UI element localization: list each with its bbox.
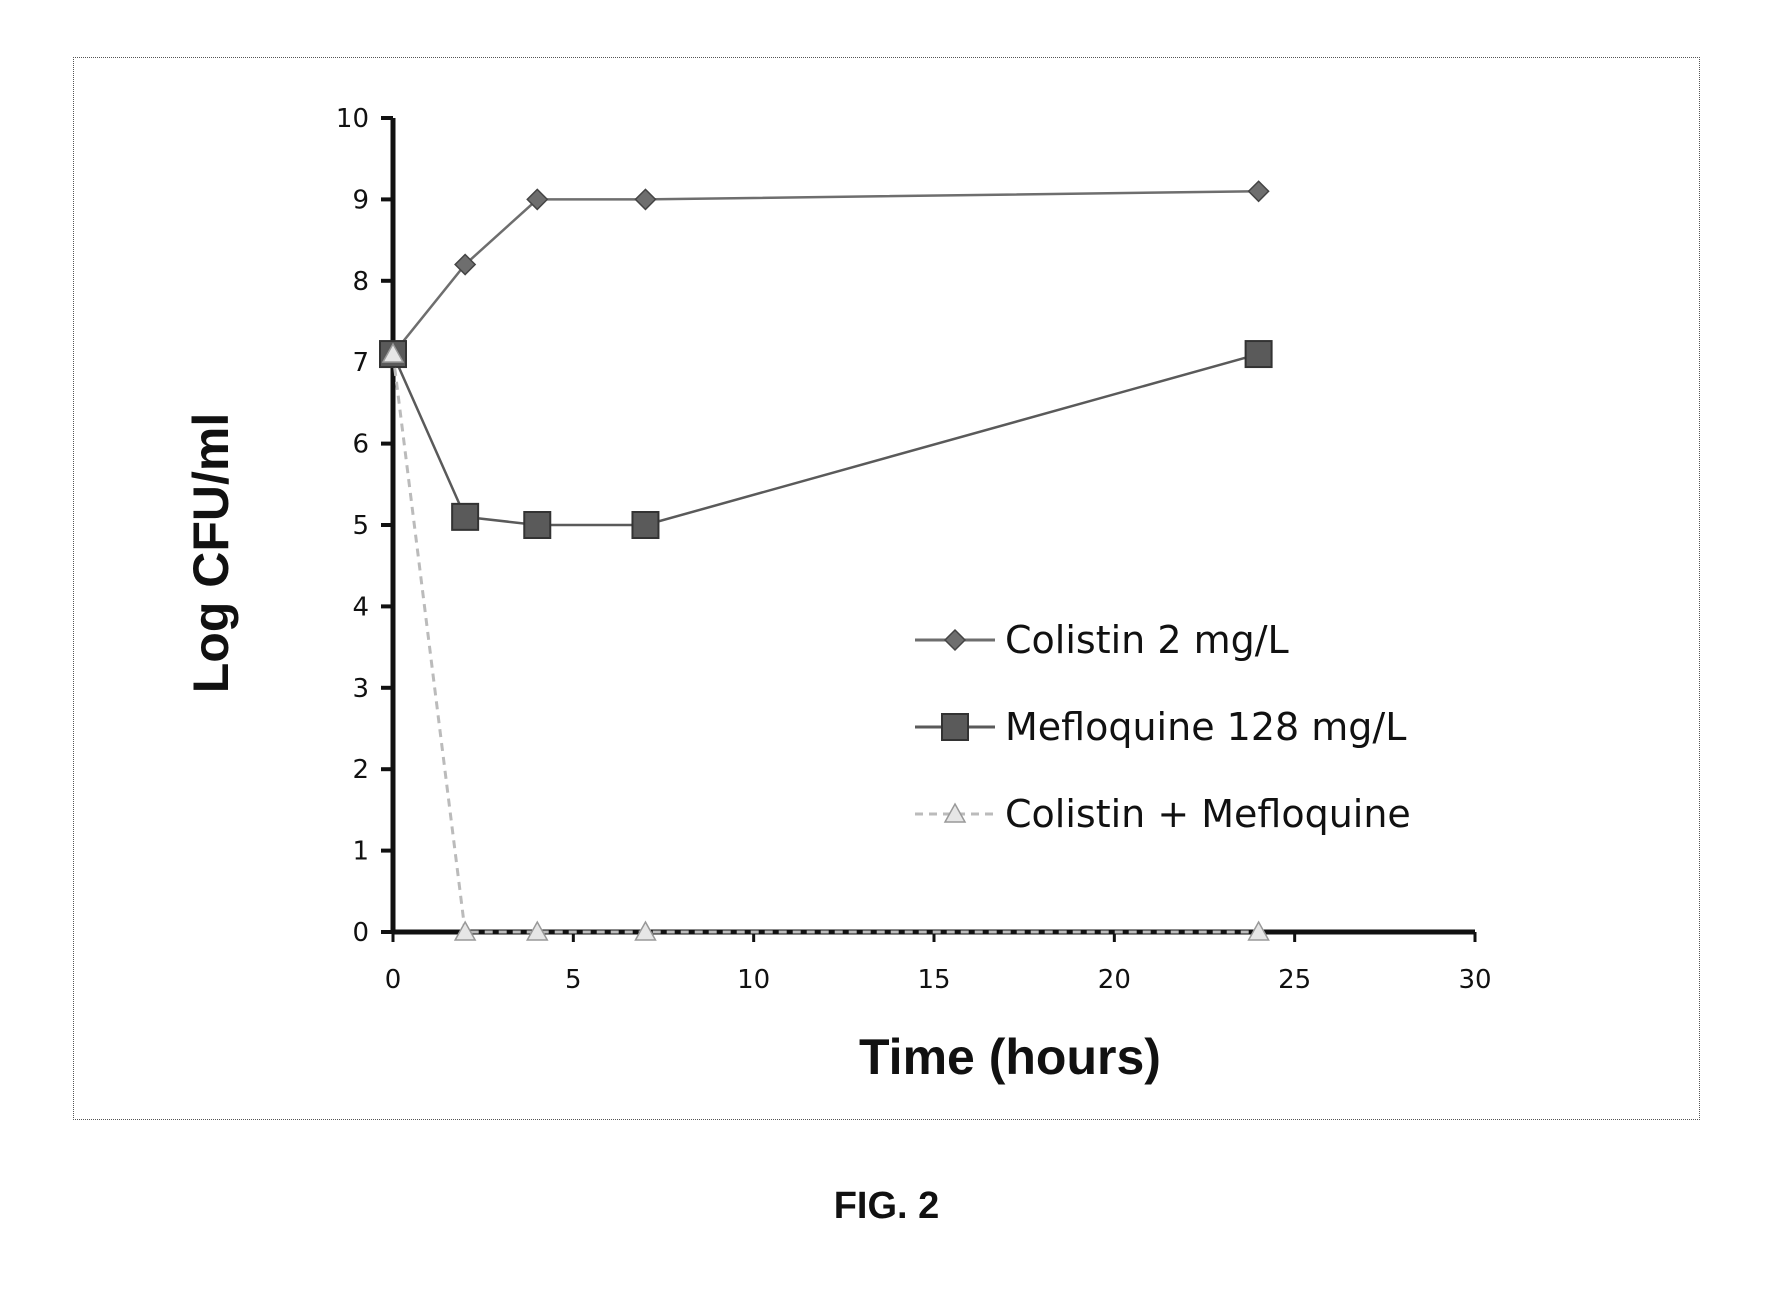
- axes: 0 1 2 3 4 5 6 7 8 9 10 0 5 10 15 20 25 30: [336, 104, 1492, 995]
- x-axis-title: Time (hours): [859, 1029, 1161, 1085]
- data-point: [1249, 181, 1269, 201]
- data-point: [635, 189, 655, 209]
- y-tick-label: 5: [352, 511, 369, 541]
- y-tick-label: 3: [352, 674, 369, 704]
- legend-marker: [945, 630, 965, 650]
- x-tick-label: 0: [385, 965, 402, 995]
- y-axis-title: Log CFU/ml: [183, 413, 239, 694]
- data-point: [452, 504, 478, 530]
- data-point: [632, 512, 658, 538]
- y-tick-label: 10: [336, 104, 369, 134]
- y-tick-label: 6: [352, 430, 369, 460]
- legend-label: Mefloquine 128 mg/L: [1005, 705, 1406, 749]
- x-tick-label: 5: [565, 965, 582, 995]
- x-tick-label: 15: [917, 965, 950, 995]
- series-1: [383, 181, 1269, 364]
- data-point: [1246, 341, 1272, 367]
- legend-marker: [942, 714, 968, 740]
- y-tick-label: 0: [352, 918, 369, 948]
- legend-label: Colistin + Mefloquine: [1005, 792, 1411, 836]
- y-tick-label: 1: [352, 837, 369, 867]
- legend-label: Colistin 2 mg/L: [1005, 618, 1289, 662]
- x-tick-label: 30: [1458, 965, 1491, 995]
- x-tick-label: 10: [737, 965, 770, 995]
- y-tick-label: 2: [352, 755, 369, 785]
- y-tick-label: 9: [352, 185, 369, 215]
- y-tick-label: 4: [352, 592, 369, 622]
- figure-caption: FIG. 2: [0, 1185, 1773, 1228]
- y-tick-label: 7: [352, 348, 369, 378]
- y-tick-label: 8: [352, 267, 369, 297]
- legend: Colistin 2 mg/L Mefloquine 128 mg/L Colist…: [915, 618, 1411, 836]
- data-point: [524, 512, 550, 538]
- series-2: [380, 341, 1272, 538]
- x-tick-label: 25: [1278, 965, 1311, 995]
- series-line: [393, 354, 1259, 525]
- x-tick-label: 20: [1098, 965, 1131, 995]
- series-line: [393, 191, 1259, 354]
